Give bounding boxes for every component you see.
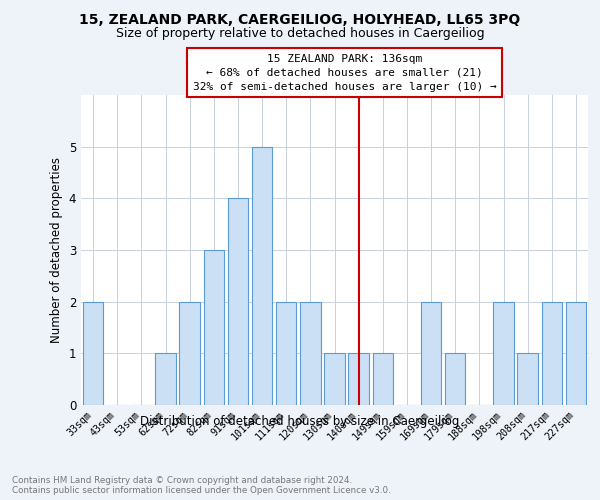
Bar — [493, 302, 514, 405]
Bar — [155, 354, 176, 405]
Y-axis label: Number of detached properties: Number of detached properties — [50, 157, 63, 343]
Bar — [373, 354, 393, 405]
Bar — [566, 302, 586, 405]
Bar — [300, 302, 320, 405]
Bar — [542, 302, 562, 405]
Text: Contains HM Land Registry data © Crown copyright and database right 2024.
Contai: Contains HM Land Registry data © Crown c… — [12, 476, 391, 495]
Text: 15 ZEALAND PARK: 136sqm
← 68% of detached houses are smaller (21)
32% of semi-de: 15 ZEALAND PARK: 136sqm ← 68% of detache… — [193, 54, 497, 92]
Bar — [252, 146, 272, 405]
Bar — [227, 198, 248, 405]
Bar — [445, 354, 466, 405]
Bar — [349, 354, 369, 405]
Bar — [517, 354, 538, 405]
Text: Size of property relative to detached houses in Caergeiliog: Size of property relative to detached ho… — [116, 28, 484, 40]
Text: 15, ZEALAND PARK, CAERGEILIOG, HOLYHEAD, LL65 3PQ: 15, ZEALAND PARK, CAERGEILIOG, HOLYHEAD,… — [79, 12, 521, 26]
Bar — [203, 250, 224, 405]
Bar — [276, 302, 296, 405]
Bar — [324, 354, 345, 405]
Bar — [179, 302, 200, 405]
Bar — [421, 302, 442, 405]
Text: Distribution of detached houses by size in Caergeiliog: Distribution of detached houses by size … — [140, 415, 460, 428]
Bar — [83, 302, 103, 405]
